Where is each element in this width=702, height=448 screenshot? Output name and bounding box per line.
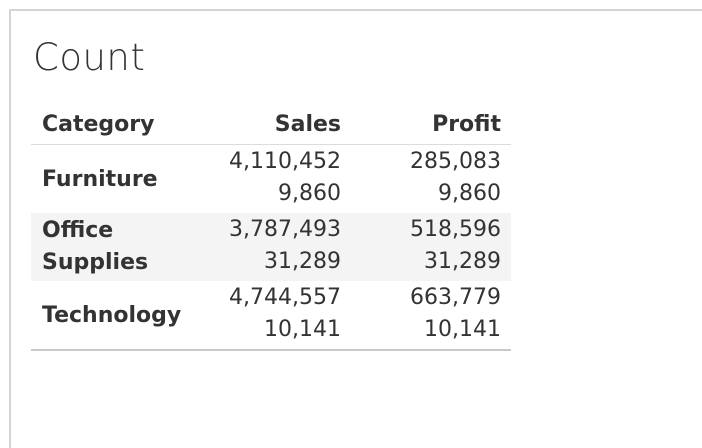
row-category-label-line2[interactable]: Supplies (42, 250, 149, 275)
profit-count-value[interactable]: 9,860 (438, 181, 501, 206)
table-row[interactable]: Technology 4,744,557 10,141 663,779 10,1… (31, 281, 511, 349)
sales-count-value[interactable]: 10,141 (264, 317, 341, 342)
profit-count-value[interactable]: 10,141 (424, 317, 501, 342)
header-category[interactable]: Category (42, 112, 155, 137)
table-row[interactable]: Office Supplies 3,787,493 31,289 518,596… (31, 213, 511, 281)
profit-count-value[interactable]: 31,289 (424, 249, 501, 274)
crosstab-header-row: Category Sales Profit (31, 109, 511, 145)
row-category-label[interactable]: Technology (42, 303, 182, 328)
profit-sum-value[interactable]: 518,596 (410, 217, 501, 242)
sales-sum-value[interactable]: 3,787,493 (229, 217, 341, 242)
profit-sum-value[interactable]: 285,083 (410, 149, 501, 174)
sales-count-value[interactable]: 31,289 (264, 249, 341, 274)
profit-sum-value[interactable]: 663,779 (410, 285, 501, 310)
table-row[interactable]: Furniture 4,110,452 9,860 285,083 9,860 (31, 145, 511, 213)
table-bottom-border (31, 349, 511, 351)
sales-sum-value[interactable]: 4,744,557 (229, 285, 341, 310)
header-profit[interactable]: Profit (432, 112, 501, 137)
row-category-label-line1[interactable]: Office (42, 218, 114, 243)
sales-sum-value[interactable]: 4,110,452 (229, 149, 341, 174)
sheet-title: Count (33, 36, 146, 79)
row-category-label[interactable]: Furniture (42, 167, 158, 192)
crosstab-table: Category Sales Profit Furniture 4,110,45… (31, 109, 511, 351)
header-sales[interactable]: Sales (274, 112, 341, 137)
sales-count-value[interactable]: 9,860 (278, 181, 341, 206)
